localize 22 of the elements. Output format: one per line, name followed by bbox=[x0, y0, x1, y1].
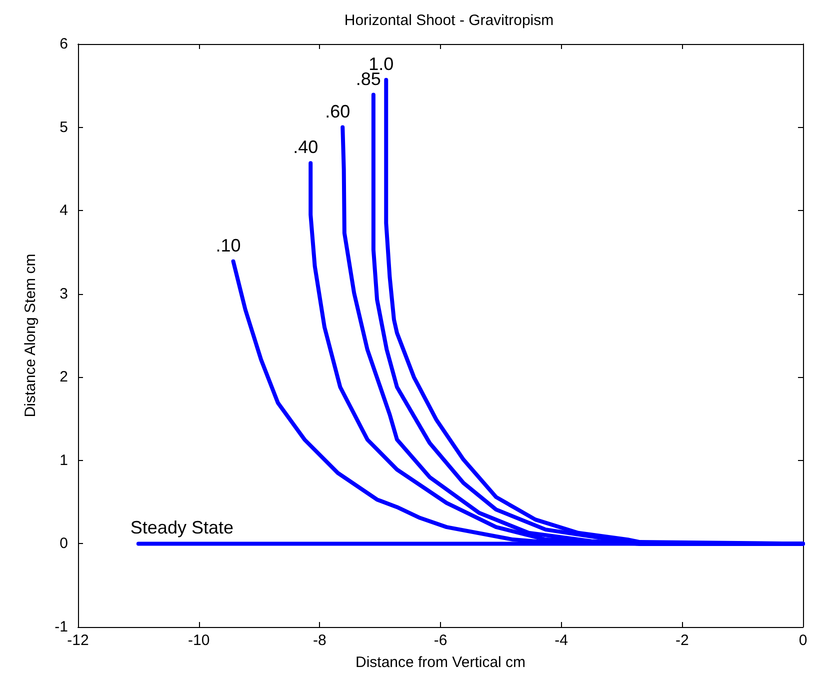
y-tick-label: 5 bbox=[60, 118, 68, 136]
x-tick-label: -10 bbox=[188, 632, 210, 649]
series-label: .40 bbox=[293, 137, 318, 158]
series-label: Steady State bbox=[130, 518, 234, 538]
x-tick-label: -8 bbox=[312, 632, 326, 649]
y-tick-label: 0 bbox=[60, 535, 68, 552]
x-tick-label: -4 bbox=[554, 632, 568, 649]
x-tick-label: -12 bbox=[67, 632, 89, 649]
chart-title: Horizontal Shoot - Gravitropism bbox=[344, 12, 554, 29]
y-tick-label: 1 bbox=[60, 452, 68, 469]
series-label: .10 bbox=[216, 235, 241, 256]
series-label: .60 bbox=[325, 101, 350, 122]
y-axis-title: Distance Along Stem cm bbox=[22, 254, 39, 418]
x-axis-title: Distance from Vertical cm bbox=[355, 654, 526, 671]
x-tick-label: -2 bbox=[675, 632, 689, 649]
y-tick-label: -1 bbox=[54, 618, 68, 636]
y-tick-label: 2 bbox=[60, 368, 68, 386]
y-tick-label: 6 bbox=[60, 36, 68, 52]
y-tick-label: 4 bbox=[60, 202, 68, 220]
x-tick-label: -6 bbox=[434, 632, 448, 649]
x-tick-label: 0 bbox=[798, 632, 808, 649]
y-tick-label: 3 bbox=[60, 285, 68, 302]
